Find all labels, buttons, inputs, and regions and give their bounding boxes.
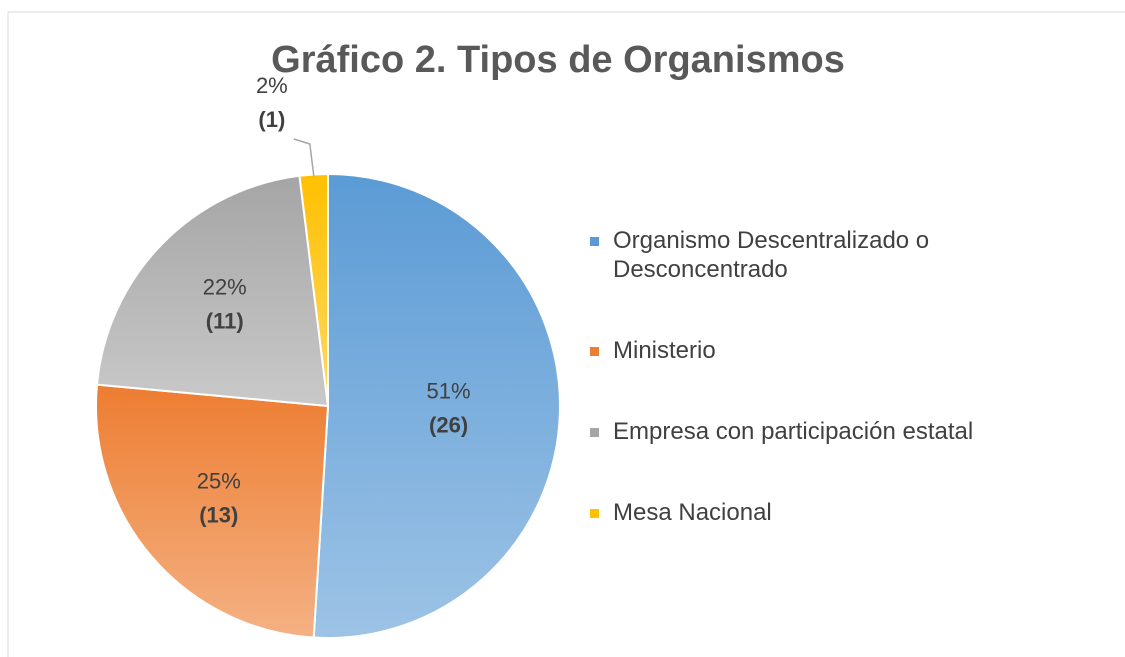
data-label: (1)	[258, 107, 285, 132]
legend-label: Ministerio	[613, 337, 716, 364]
legend: Organismo Descentralizado o Desconcentra…	[590, 226, 1070, 579]
data-label: 2%	[256, 73, 288, 98]
pie-slice	[312, 172, 561, 639]
legend-swatch	[590, 509, 599, 518]
data-label: 51%	[427, 379, 471, 404]
legend-swatch	[590, 237, 599, 246]
legend-swatch	[590, 428, 599, 437]
data-label: 22%	[203, 275, 247, 300]
legend-label: Organismo Descentralizado o Desconcentra…	[613, 227, 930, 283]
legend-item: Ministerio	[590, 336, 1070, 365]
legend-label: Mesa Nacional	[613, 499, 772, 526]
legend-item: Mesa Nacional	[590, 498, 1070, 527]
pie-slice	[95, 174, 330, 408]
leader-line	[293, 138, 315, 177]
data-label: (13)	[199, 502, 238, 527]
legend-item: Organismo Descentralizado o Desconcentra…	[590, 226, 1070, 284]
legend-label: Empresa con participación estatal	[613, 418, 974, 445]
data-label: (26)	[429, 413, 468, 438]
legend-item: Empresa con participación estatal	[590, 417, 1070, 446]
chart-title: Gráfico 2. Tipos de Organismos	[271, 39, 845, 81]
pie-slice	[95, 383, 330, 639]
data-label: (11)	[206, 309, 244, 334]
legend-swatch	[590, 347, 599, 356]
data-label: 25%	[197, 468, 241, 493]
